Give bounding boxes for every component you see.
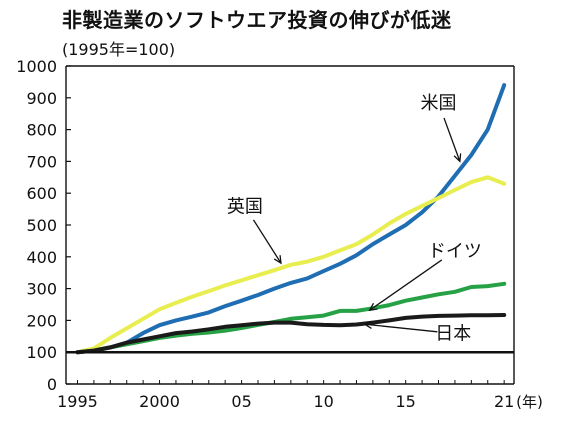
annotation-arrowhead-1 xyxy=(273,255,282,265)
annotation-arrowhead-3 xyxy=(363,320,373,329)
y-tick-label: 500 xyxy=(26,216,57,235)
x-tick-label: 10 xyxy=(313,392,333,411)
series-line-1 xyxy=(75,175,507,355)
y-tick-label: 0 xyxy=(47,375,57,394)
x-tick-label: 15 xyxy=(396,392,416,411)
y-tick-label: 600 xyxy=(26,184,57,203)
y-tick-label: 200 xyxy=(26,311,57,330)
series-label-1: 英国 xyxy=(227,196,263,217)
x-tick-label: 05 xyxy=(231,392,251,411)
chart-subtitle: (1995年=100) xyxy=(62,40,176,59)
annotation-arrow-3 xyxy=(364,323,438,333)
y-tick-label: 100 xyxy=(26,343,57,362)
annotation-arrow-1 xyxy=(252,219,282,264)
y-tick-label: 400 xyxy=(26,248,57,267)
series-line-3 xyxy=(75,313,507,355)
y-tick-label: 700 xyxy=(26,152,57,171)
y-tick-label: 300 xyxy=(26,280,57,299)
y-tick-label: 800 xyxy=(26,121,57,140)
annotation-arrowhead-0 xyxy=(453,153,462,163)
series-label-0: 米国 xyxy=(421,93,457,114)
x-tick-label: 1995 xyxy=(57,392,98,411)
annotation-arrow-0 xyxy=(443,117,461,162)
y-tick-label: 1000 xyxy=(16,57,57,76)
chart-title: 非製造業のソフトウエア投資の伸びが低迷 xyxy=(62,8,452,32)
series-label-2: ドイツ xyxy=(428,241,482,262)
x-tick-label: 2000 xyxy=(139,392,180,411)
x-axis-label: (年) xyxy=(516,393,543,411)
x-tick-label: 21 xyxy=(494,392,514,411)
annotation-arrow-2 xyxy=(369,259,443,311)
y-tick-label: 900 xyxy=(26,89,57,108)
series-label-3: 日本 xyxy=(435,323,471,344)
annotation-arrowhead-2 xyxy=(368,302,378,312)
series-line-0 xyxy=(75,83,507,355)
